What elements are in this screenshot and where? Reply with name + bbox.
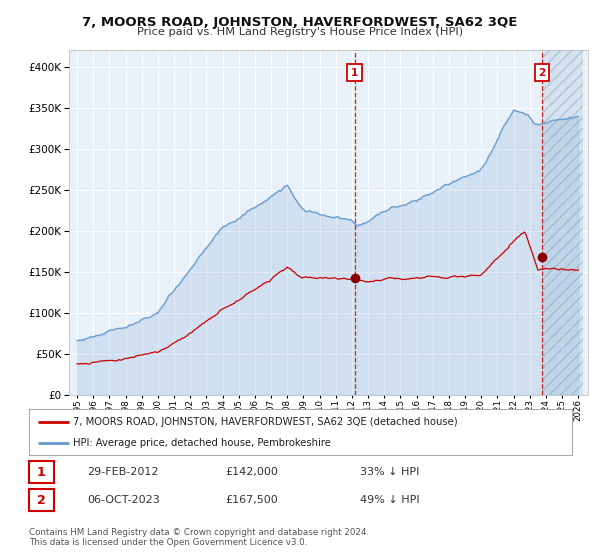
Text: 2: 2 [538, 68, 545, 78]
Text: £142,000: £142,000 [225, 466, 278, 477]
Text: 33% ↓ HPI: 33% ↓ HPI [360, 466, 419, 477]
Text: 29-FEB-2012: 29-FEB-2012 [87, 466, 158, 477]
Text: 1: 1 [351, 68, 358, 78]
Bar [542, 50, 583, 395]
Text: 1: 1 [37, 465, 46, 479]
Text: HPI: Average price, detached house, Pembrokeshire: HPI: Average price, detached house, Pemb… [73, 438, 331, 448]
Text: 2: 2 [37, 493, 46, 507]
Text: 7, MOORS ROAD, JOHNSTON, HAVERFORDWEST, SA62 3QE: 7, MOORS ROAD, JOHNSTON, HAVERFORDWEST, … [82, 16, 518, 29]
Text: 7, MOORS ROAD, JOHNSTON, HAVERFORDWEST, SA62 3QE (detached house): 7, MOORS ROAD, JOHNSTON, HAVERFORDWEST, … [73, 417, 458, 427]
Text: 49% ↓ HPI: 49% ↓ HPI [360, 494, 419, 505]
Text: £167,500: £167,500 [225, 494, 278, 505]
Text: 06-OCT-2023: 06-OCT-2023 [87, 494, 160, 505]
Text: Contains HM Land Registry data © Crown copyright and database right 2024.
This d: Contains HM Land Registry data © Crown c… [29, 528, 369, 547]
Text: Price paid vs. HM Land Registry's House Price Index (HPI): Price paid vs. HM Land Registry's House … [137, 27, 463, 37]
